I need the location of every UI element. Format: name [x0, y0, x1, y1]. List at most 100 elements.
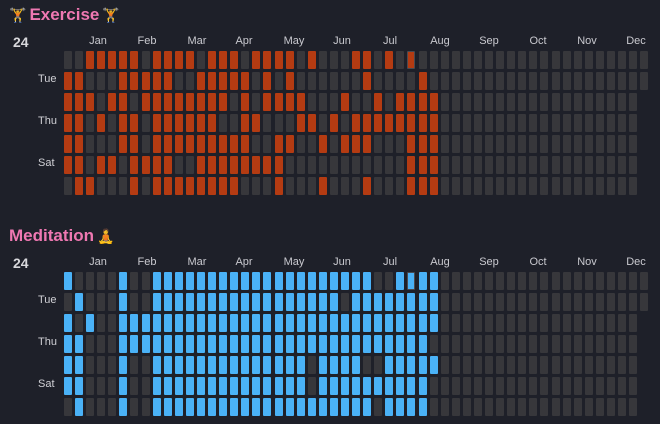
day-cell-done[interactable]: [385, 114, 393, 132]
day-cell-empty[interactable]: [297, 177, 305, 195]
day-cell-done[interactable]: [252, 156, 260, 174]
day-cell-empty[interactable]: [507, 93, 515, 111]
day-cell-done[interactable]: [407, 293, 415, 311]
day-cell-empty[interactable]: [219, 114, 227, 132]
day-cell-done[interactable]: [219, 72, 227, 90]
day-cell-empty[interactable]: [86, 72, 94, 90]
day-cell-done[interactable]: [352, 377, 360, 395]
day-cell-done[interactable]: [153, 177, 161, 195]
day-cell-done[interactable]: [374, 314, 382, 332]
day-cell-done[interactable]: [197, 135, 205, 153]
day-cell-empty[interactable]: [507, 72, 515, 90]
day-cell-empty[interactable]: [640, 51, 648, 69]
day-cell-empty[interactable]: [529, 51, 537, 69]
day-cell-done[interactable]: [407, 398, 415, 416]
day-cell-empty[interactable]: [142, 377, 150, 395]
day-cell-done[interactable]: [64, 335, 72, 353]
day-cell-empty[interactable]: [552, 114, 560, 132]
day-cell-empty[interactable]: [352, 72, 360, 90]
day-cell-empty[interactable]: [596, 114, 604, 132]
day-cell-done[interactable]: [208, 177, 216, 195]
day-cell-done[interactable]: [419, 335, 427, 353]
day-cell-empty[interactable]: [485, 72, 493, 90]
day-cell-done[interactable]: [108, 51, 116, 69]
day-cell-done[interactable]: [119, 114, 127, 132]
day-cell-done[interactable]: [341, 398, 349, 416]
day-cell-done[interactable]: [430, 272, 438, 290]
day-cell-empty[interactable]: [563, 93, 571, 111]
day-cell-done[interactable]: [308, 293, 316, 311]
day-cell-empty[interactable]: [97, 335, 105, 353]
day-cell-done[interactable]: [396, 335, 404, 353]
day-cell-empty[interactable]: [474, 177, 482, 195]
day-cell-empty[interactable]: [563, 72, 571, 90]
day-cell-done[interactable]: [286, 335, 294, 353]
day-cell-empty[interactable]: [441, 114, 449, 132]
day-cell-empty[interactable]: [430, 72, 438, 90]
day-cell-empty[interactable]: [629, 398, 637, 416]
day-cell-done[interactable]: [396, 314, 404, 332]
day-cell-done[interactable]: [263, 314, 271, 332]
day-cell-done[interactable]: [175, 51, 183, 69]
day-cell-empty[interactable]: [341, 51, 349, 69]
day-cell-done[interactable]: [363, 377, 371, 395]
day-cell-empty[interactable]: [529, 156, 537, 174]
day-cell-done[interactable]: [407, 177, 415, 195]
day-cell-done[interactable]: [119, 335, 127, 353]
day-cell-empty[interactable]: [629, 177, 637, 195]
day-cell-done[interactable]: [186, 272, 194, 290]
day-cell-empty[interactable]: [474, 114, 482, 132]
day-cell-done[interactable]: [230, 314, 238, 332]
day-cell-empty[interactable]: [518, 398, 526, 416]
day-cell-empty[interactable]: [574, 156, 582, 174]
day-cell-done[interactable]: [230, 335, 238, 353]
day-cell-done[interactable]: [197, 377, 205, 395]
day-cell-done[interactable]: [130, 135, 138, 153]
day-cell-done[interactable]: [286, 293, 294, 311]
day-cell-done[interactable]: [175, 93, 183, 111]
day-cell-empty[interactable]: [452, 398, 460, 416]
day-cell-empty[interactable]: [574, 114, 582, 132]
day-cell-done[interactable]: [186, 314, 194, 332]
day-cell-empty[interactable]: [330, 93, 338, 111]
day-cell-empty[interactable]: [496, 356, 504, 374]
day-cell-done[interactable]: [175, 335, 183, 353]
day-cell-empty[interactable]: [596, 293, 604, 311]
day-cell-done[interactable]: [385, 356, 393, 374]
day-cell-empty[interactable]: [142, 356, 150, 374]
day-cell-empty[interactable]: [496, 335, 504, 353]
day-cell-done[interactable]: [119, 272, 127, 290]
day-cell-empty[interactable]: [618, 114, 626, 132]
day-cell-empty[interactable]: [474, 335, 482, 353]
day-cell-done[interactable]: [197, 177, 205, 195]
day-cell-done[interactable]: [64, 377, 72, 395]
day-cell-done[interactable]: [153, 335, 161, 353]
day-cell-empty[interactable]: [374, 72, 382, 90]
day-cell-done[interactable]: [64, 72, 72, 90]
day-cell-done[interactable]: [263, 156, 271, 174]
day-cell-empty[interactable]: [108, 335, 116, 353]
day-cell-empty[interactable]: [319, 51, 327, 69]
day-cell-done[interactable]: [419, 72, 427, 90]
day-cell-empty[interactable]: [308, 377, 316, 395]
day-cell-done[interactable]: [241, 156, 249, 174]
day-cell-done[interactable]: [130, 114, 138, 132]
day-cell-done[interactable]: [330, 356, 338, 374]
day-cell-empty[interactable]: [263, 177, 271, 195]
day-cell-done[interactable]: [419, 156, 427, 174]
day-cell-done[interactable]: [263, 93, 271, 111]
day-cell-empty[interactable]: [97, 356, 105, 374]
day-cell-empty[interactable]: [419, 51, 427, 69]
day-cell-empty[interactable]: [452, 272, 460, 290]
day-cell-empty[interactable]: [97, 177, 105, 195]
day-cell-done[interactable]: [341, 93, 349, 111]
day-cell-empty[interactable]: [463, 398, 471, 416]
day-cell-done[interactable]: [319, 335, 327, 353]
day-cell-done[interactable]: [164, 377, 172, 395]
day-cell-empty[interactable]: [430, 51, 438, 69]
day-cell-empty[interactable]: [618, 377, 626, 395]
day-cell-empty[interactable]: [463, 177, 471, 195]
day-cell-done[interactable]: [430, 356, 438, 374]
day-cell-done[interactable]: [363, 272, 371, 290]
day-cell-empty[interactable]: [86, 335, 94, 353]
